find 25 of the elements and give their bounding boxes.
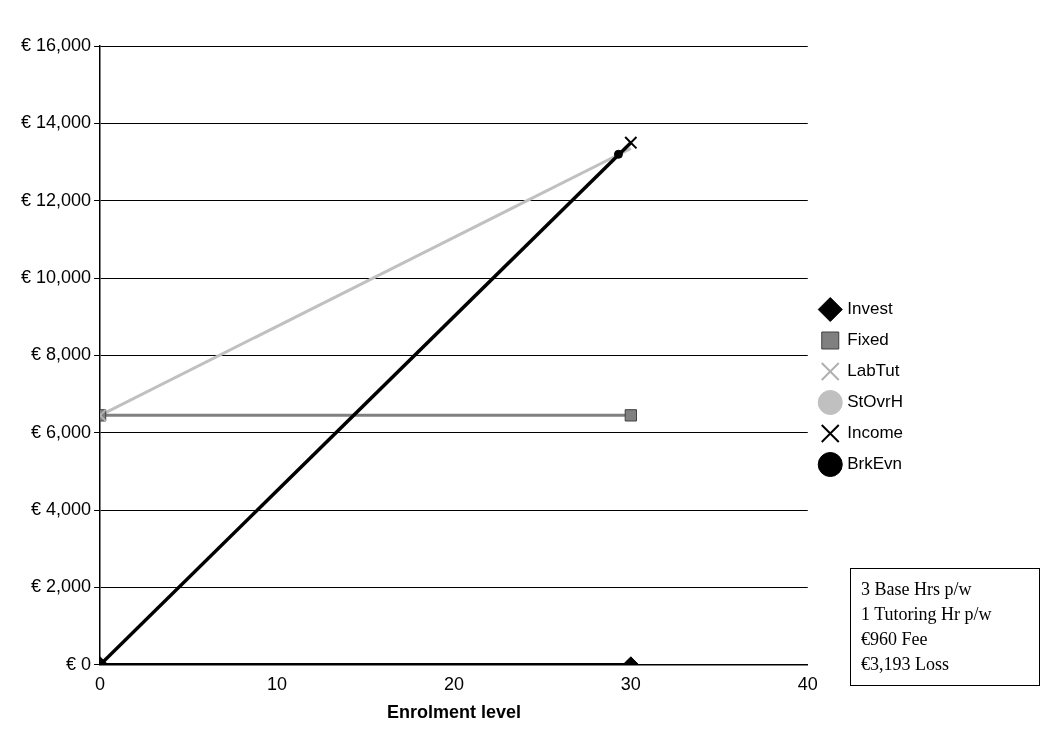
legend-label: Income <box>847 423 903 443</box>
y-tick-label: € 12,000 <box>20 189 92 210</box>
x-tick-label: 40 <box>797 673 818 694</box>
y-tick-label: € 16,000 <box>20 34 92 55</box>
x-tick-label: 20 <box>443 673 464 694</box>
y-tick-label: € 10,000 <box>20 267 92 288</box>
y-tick-label: € 0 <box>66 653 92 674</box>
text: 1 Tutoring Hr p/w <box>861 603 993 626</box>
x-tick-label: 10 <box>266 673 287 694</box>
x-tick-label: 0 <box>95 673 106 694</box>
y-tick-label: € 14,000 <box>20 112 92 133</box>
legend-label: StOvrH <box>847 392 903 412</box>
legend-label: LabTut <box>847 361 900 381</box>
y-tick-label: € 8,000 <box>31 344 92 365</box>
x-tick-label: 30 <box>620 673 641 694</box>
legend-label: Invest <box>847 299 893 319</box>
text: €960 Fee <box>861 628 929 651</box>
text: 3 Base Hrs p/w <box>861 578 973 601</box>
legend-label: BrkEvn <box>847 454 903 474</box>
y-tick-label: € 4,000 <box>31 499 92 520</box>
x-axis-title: Enrolment level <box>386 702 521 723</box>
y-tick-label: € 6,000 <box>31 421 92 442</box>
text: €3,193 Loss <box>861 653 950 676</box>
y-tick-label: € 2,000 <box>31 576 92 597</box>
legend-label: Fixed <box>847 330 889 350</box>
